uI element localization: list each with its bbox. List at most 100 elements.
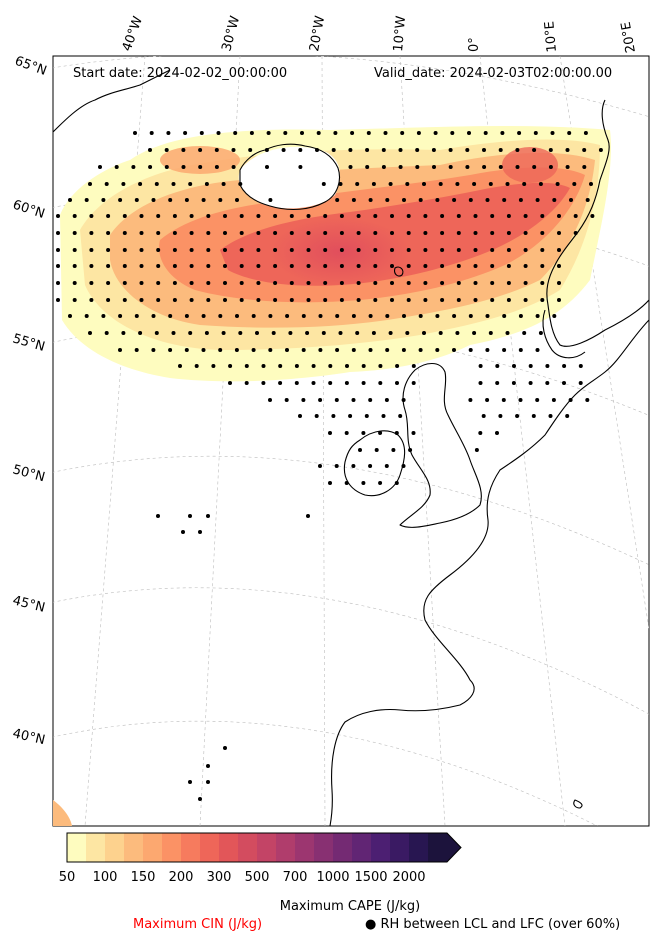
- rh-dot: [468, 398, 473, 402]
- rh-dot: [402, 314, 406, 318]
- rh-dot: [351, 398, 356, 402]
- rh-dot: [223, 746, 227, 750]
- rh-dot: [238, 331, 243, 335]
- rh-dot: [557, 264, 561, 268]
- rh-dot: [311, 364, 316, 368]
- rh-dot: [348, 165, 353, 169]
- rh-dot: [405, 331, 410, 335]
- rh-dot: [298, 148, 303, 152]
- valid-date-label: Valid_date: 2024-02-03T02:00:00.00: [374, 66, 613, 81]
- rh-dot: [106, 231, 111, 235]
- rh-dot: [206, 764, 210, 768]
- rh-dot: [435, 348, 440, 352]
- lon-label: 40°W: [120, 14, 146, 53]
- rh-dot: [523, 231, 528, 235]
- rh-dot: [171, 331, 176, 335]
- rh-dot: [251, 348, 256, 352]
- rh-dot: [216, 131, 221, 135]
- rh-dot: [551, 398, 556, 402]
- rh-dot: [331, 148, 336, 152]
- rh-dot: [368, 348, 373, 352]
- rh-dot: [535, 314, 540, 318]
- rh-dot: [582, 148, 587, 152]
- rh-dot: [239, 281, 244, 285]
- rh-dot: [335, 198, 340, 202]
- rh-dot: [540, 214, 545, 218]
- colorbar-tick-label: 1000: [316, 870, 350, 885]
- rh-dot: [198, 165, 203, 169]
- rh-dot: [361, 381, 366, 385]
- rh-dot: [418, 348, 423, 352]
- rh-dot: [345, 364, 349, 368]
- rh-dot: [366, 131, 371, 135]
- lon-label: 10°W: [391, 15, 409, 52]
- rh-dot: [373, 214, 378, 218]
- rh-dot: [122, 298, 127, 302]
- rh-dot: [365, 165, 370, 169]
- rh-dot: [139, 214, 144, 218]
- rh-dot: [490, 214, 495, 218]
- rh-dot: [306, 214, 311, 218]
- rh-dot: [384, 398, 389, 402]
- rh-dot: [373, 264, 378, 268]
- rh-dot: [402, 198, 406, 202]
- longitude-labels: 40°W 30°W 20°W 10°W 0° 10°E 20°E: [120, 14, 639, 54]
- rh-dot: [189, 248, 194, 252]
- rh-dot: [268, 314, 273, 318]
- rh-dot: [390, 298, 394, 302]
- rh-dot: [305, 331, 310, 335]
- rh-dot: [423, 248, 428, 252]
- rh-dot: [423, 281, 428, 285]
- rh-dot: [265, 165, 269, 169]
- rh-dot: [422, 182, 426, 186]
- rh-dot: [339, 214, 344, 218]
- colorbar-segment: [257, 833, 277, 862]
- rh-dot: [268, 398, 272, 402]
- rh-dot: [481, 414, 486, 418]
- rh-dot: [532, 165, 537, 169]
- rh-dot: [356, 231, 361, 235]
- rh-dot: [356, 281, 361, 285]
- rh-dot: [239, 231, 244, 235]
- lon-label: 20°E: [619, 21, 639, 54]
- rh-dot: [188, 514, 192, 518]
- colorbar-extend-arrow: [447, 833, 461, 862]
- rh-dot: [289, 214, 294, 218]
- rh-dot: [72, 214, 77, 218]
- rh-dot: [281, 148, 286, 152]
- rh-dot: [156, 514, 160, 518]
- rh-dot: [323, 214, 328, 218]
- rh-dot: [398, 148, 403, 152]
- rh-dot: [106, 248, 111, 252]
- rh-dot: [134, 314, 139, 318]
- colorbar-tick-label: 150: [130, 870, 156, 885]
- rh-dot: [214, 148, 219, 152]
- colorbar-tick-label: 1500: [354, 870, 388, 885]
- rh-dot: [368, 198, 373, 202]
- rh-dot: [206, 214, 211, 218]
- rh-dot: [289, 248, 294, 252]
- rh-dot: [540, 231, 545, 235]
- rh-dot: [221, 182, 226, 186]
- rh-dot: [184, 198, 189, 202]
- rh-dot: [114, 165, 119, 169]
- rh-dot: [333, 131, 338, 135]
- rh-dot: [206, 514, 210, 518]
- colorbar-segment: [276, 833, 296, 862]
- rh-dot: [122, 214, 127, 218]
- rh-dot: [156, 248, 161, 252]
- rh-dot: [89, 231, 94, 235]
- rh-dot: [589, 182, 593, 186]
- rh-dot: [306, 298, 311, 302]
- rh-dot: [189, 281, 194, 285]
- rh-dot: [598, 148, 603, 152]
- rh-dot: [502, 348, 507, 352]
- rh-dot: [344, 431, 349, 435]
- rh-dot: [478, 381, 483, 385]
- rh-dot: [468, 198, 473, 202]
- rh-dot: [134, 198, 139, 202]
- rh-dot: [101, 314, 106, 318]
- rh-dot: [235, 198, 239, 202]
- rh-dot: [151, 198, 156, 202]
